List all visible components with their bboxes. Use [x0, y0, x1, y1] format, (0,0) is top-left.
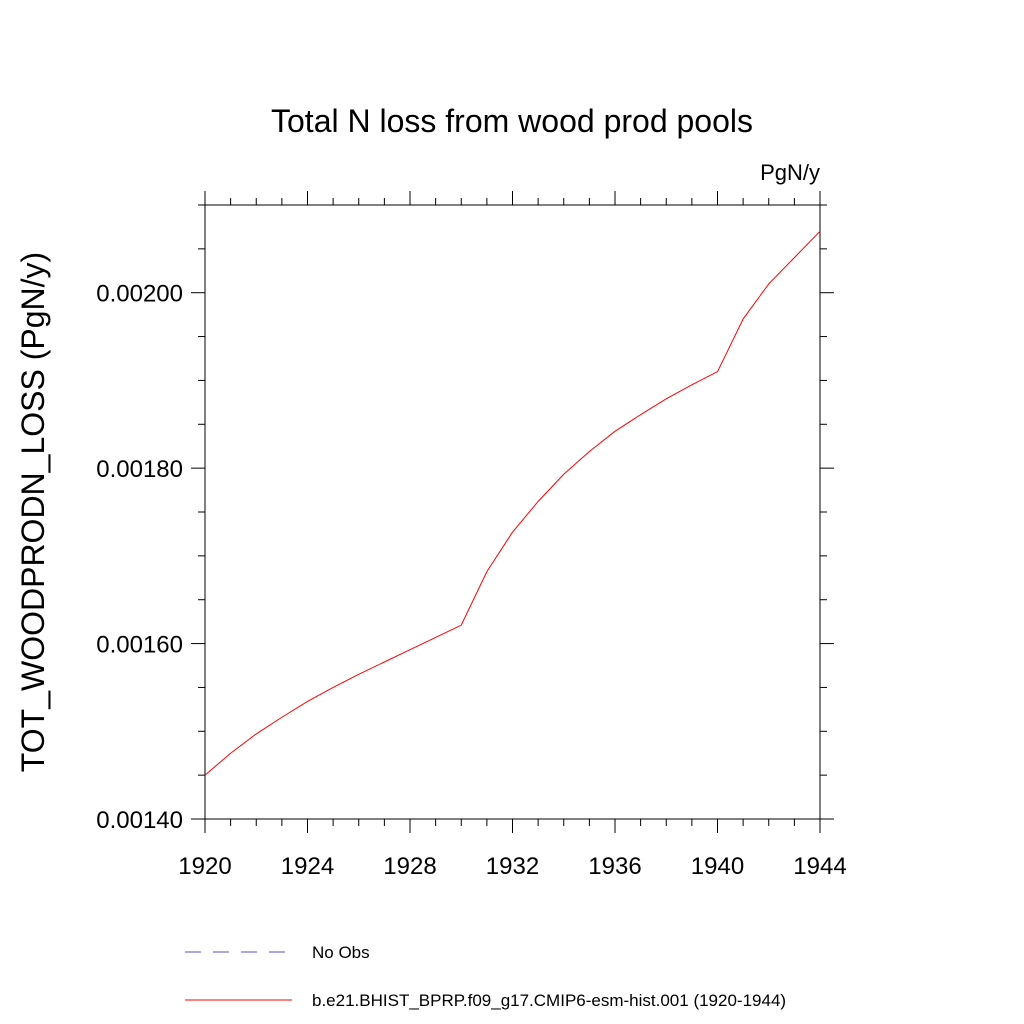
plot-frame	[204, 204, 821, 820]
units-label: PgN/y	[760, 160, 820, 185]
series-layer	[204, 230, 821, 776]
y-tick-label: 0.00160	[96, 632, 183, 659]
chart-title: Total N loss from wood prod pools	[271, 103, 753, 139]
y-tick-label: 0.00200	[96, 281, 183, 308]
x-tick-label: 1924	[281, 853, 334, 880]
y-axis: 0.00140 0.00160 0.00180 0.00200	[96, 204, 834, 834]
x-tick-label: 1940	[691, 853, 744, 880]
x-tick-label: 1932	[486, 853, 539, 880]
legend: No Obs b.e21.BHIST_BPRP.f09_g17.CMIP6-es…	[185, 943, 786, 1010]
x-tick-label: 1920	[178, 853, 231, 880]
legend-label-model: b.e21.BHIST_BPRP.f09_g17.CMIP6-esm-hist.…	[312, 991, 786, 1010]
x-tick-label: 1928	[383, 853, 436, 880]
x-axis: 1920 1924 1928 1932 1936 1940 1944	[178, 191, 847, 880]
legend-label-no-obs: No Obs	[312, 943, 370, 962]
series-line-1	[204, 230, 821, 776]
x-tick-label: 1936	[588, 853, 641, 880]
y-tick-label: 0.00180	[96, 456, 183, 483]
x-tick-label: 1944	[793, 853, 846, 880]
y-axis-label: TOT_WOODPRODN_LOSS (PgN/y)	[15, 252, 51, 772]
y-tick-label: 0.00140	[96, 807, 183, 834]
